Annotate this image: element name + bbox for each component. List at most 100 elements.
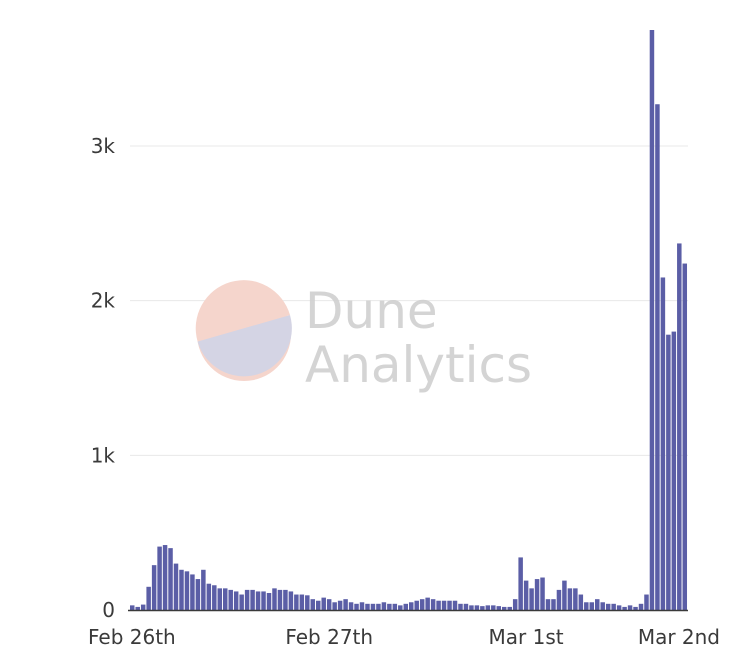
bar[interactable] bbox=[381, 602, 387, 610]
bar[interactable] bbox=[206, 583, 212, 610]
bar[interactable] bbox=[633, 606, 638, 610]
bar[interactable] bbox=[463, 603, 469, 610]
bar[interactable] bbox=[201, 569, 206, 610]
bar[interactable] bbox=[655, 104, 660, 611]
bar[interactable] bbox=[518, 557, 523, 610]
bar[interactable] bbox=[562, 580, 567, 610]
bar[interactable] bbox=[239, 594, 244, 610]
bar[interactable] bbox=[244, 589, 250, 610]
bar[interactable] bbox=[627, 605, 633, 610]
bar[interactable] bbox=[228, 589, 233, 610]
bar[interactable] bbox=[600, 602, 605, 610]
bar[interactable] bbox=[611, 603, 616, 610]
bar[interactable] bbox=[458, 603, 463, 610]
bar[interactable] bbox=[502, 606, 507, 610]
bar[interactable] bbox=[376, 603, 381, 610]
bar[interactable] bbox=[682, 263, 688, 610]
bar[interactable] bbox=[283, 589, 288, 610]
bar[interactable] bbox=[551, 599, 556, 610]
bar[interactable] bbox=[326, 599, 332, 610]
bar[interactable] bbox=[419, 599, 425, 610]
bar[interactable] bbox=[135, 606, 140, 610]
bar[interactable] bbox=[168, 548, 173, 610]
bar[interactable] bbox=[255, 591, 261, 610]
bar[interactable] bbox=[151, 565, 157, 610]
bar[interactable] bbox=[277, 589, 283, 610]
bar[interactable] bbox=[666, 334, 671, 610]
bar[interactable] bbox=[573, 588, 578, 610]
bar[interactable] bbox=[469, 605, 474, 610]
bar[interactable] bbox=[157, 546, 162, 610]
bar[interactable] bbox=[233, 591, 239, 610]
bar[interactable] bbox=[430, 599, 436, 610]
bar[interactable] bbox=[589, 602, 595, 610]
bar[interactable] bbox=[578, 594, 584, 610]
bar[interactable] bbox=[316, 600, 321, 610]
bar[interactable] bbox=[485, 605, 491, 610]
bar[interactable] bbox=[529, 588, 534, 610]
bar[interactable] bbox=[491, 605, 496, 610]
bar[interactable] bbox=[605, 603, 611, 610]
bar[interactable] bbox=[403, 603, 409, 610]
bar[interactable] bbox=[348, 602, 354, 610]
bar[interactable] bbox=[622, 606, 627, 610]
bar[interactable] bbox=[540, 577, 545, 610]
bar[interactable] bbox=[584, 602, 589, 610]
bar[interactable] bbox=[288, 591, 294, 610]
bar[interactable] bbox=[392, 603, 398, 610]
bar[interactable] bbox=[441, 600, 447, 610]
bar[interactable] bbox=[223, 588, 228, 610]
bar[interactable] bbox=[310, 599, 316, 610]
bar[interactable] bbox=[447, 600, 452, 610]
bar[interactable] bbox=[414, 600, 419, 610]
bar[interactable] bbox=[370, 603, 376, 610]
bar[interactable] bbox=[173, 563, 179, 610]
bar[interactable] bbox=[354, 603, 359, 610]
bar[interactable] bbox=[649, 30, 655, 610]
bar[interactable] bbox=[595, 599, 600, 610]
bar[interactable] bbox=[162, 545, 168, 610]
bar[interactable] bbox=[398, 605, 403, 610]
bar[interactable] bbox=[212, 585, 217, 610]
bar[interactable] bbox=[272, 588, 277, 610]
bar[interactable] bbox=[184, 571, 190, 610]
bar[interactable] bbox=[496, 606, 502, 610]
bar[interactable] bbox=[332, 602, 337, 610]
bar[interactable] bbox=[409, 602, 414, 610]
bar[interactable] bbox=[425, 597, 430, 610]
bar[interactable] bbox=[337, 600, 343, 610]
bar[interactable] bbox=[294, 594, 299, 610]
bar[interactable] bbox=[671, 331, 677, 610]
bar[interactable] bbox=[266, 592, 272, 610]
bar[interactable] bbox=[299, 594, 305, 610]
bar[interactable] bbox=[507, 606, 512, 610]
bar[interactable] bbox=[217, 588, 223, 610]
bar[interactable] bbox=[545, 599, 551, 610]
bar[interactable] bbox=[556, 589, 562, 610]
bar[interactable] bbox=[261, 591, 266, 610]
bar[interactable] bbox=[195, 579, 201, 610]
bar[interactable] bbox=[179, 569, 184, 610]
bar[interactable] bbox=[365, 603, 370, 610]
bar[interactable] bbox=[452, 600, 458, 610]
bar[interactable] bbox=[523, 580, 529, 610]
bar[interactable] bbox=[146, 586, 151, 610]
bar[interactable] bbox=[359, 602, 365, 610]
bar[interactable] bbox=[343, 599, 348, 610]
bar[interactable] bbox=[321, 597, 326, 610]
bar[interactable] bbox=[140, 604, 146, 610]
bar[interactable] bbox=[474, 605, 480, 610]
bar[interactable] bbox=[130, 605, 135, 610]
bar[interactable] bbox=[534, 579, 540, 610]
bar[interactable] bbox=[512, 599, 518, 610]
bar[interactable] bbox=[638, 603, 644, 610]
bar[interactable] bbox=[660, 277, 666, 610]
bar[interactable] bbox=[305, 595, 310, 610]
bar[interactable] bbox=[616, 605, 622, 610]
bar[interactable] bbox=[387, 603, 392, 610]
bar[interactable] bbox=[436, 600, 441, 610]
bar[interactable] bbox=[480, 606, 485, 610]
bar[interactable] bbox=[190, 574, 195, 610]
bar[interactable] bbox=[250, 589, 255, 610]
bar[interactable] bbox=[644, 594, 649, 610]
